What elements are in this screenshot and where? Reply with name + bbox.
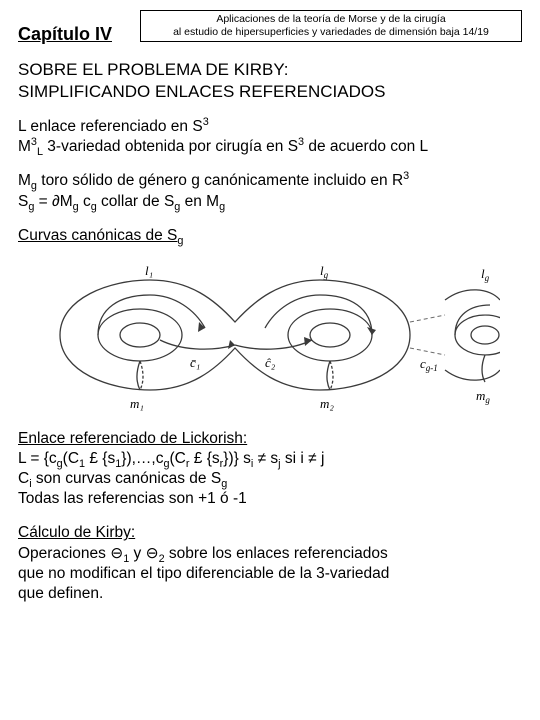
p2-text: en M — [180, 193, 219, 210]
p2-text: collar de S — [97, 193, 175, 210]
paragraph-1: L enlace referenciado en S3 M3L 3-varied… — [18, 117, 522, 157]
lk-text: si i ≠ j — [281, 450, 325, 467]
lk-text: ≠ s — [253, 450, 278, 467]
title-line1: SOBRE EL PROBLEMA DE KIRBY: — [18, 59, 522, 81]
diagram-label-m1: m₁ — [130, 396, 144, 411]
p1-text: de acuerdo con L — [304, 138, 428, 155]
paragraph-2: Mg toro sólido de género g canónicamente… — [18, 171, 522, 211]
diagram-label-l1: l₁ — [145, 263, 153, 278]
diagram-label-mg: mg — [476, 388, 490, 405]
lk-text: son curvas canónicas de S — [32, 470, 222, 487]
torus-diagram: l₁ lg lg c̄₁ ĉ₂ cg-1 m₁ m₂ mg — [40, 260, 500, 415]
kb-text: sobre los enlaces referenciados — [165, 545, 388, 562]
p2-text: toro sólido de género g canónicamente in… — [37, 172, 403, 189]
kb-text: y ⊖ — [129, 545, 158, 562]
lickorish-head: Enlace referenciado de Lickorish: — [18, 430, 247, 447]
kb-text: que definen. — [18, 585, 103, 602]
kirby-head: Cálculo de Kirby: — [18, 524, 135, 541]
diagram-label-c2: ĉ₂ — [265, 355, 276, 370]
lk-text: (C — [170, 450, 186, 467]
lk-text: })} s — [223, 450, 251, 467]
lk-text: (C — [63, 450, 79, 467]
lk-text: }),…,c — [121, 450, 163, 467]
diagram-label-c1: c̄₁ — [190, 355, 200, 370]
curves-heading: Curvas canónicas de Sg — [18, 226, 522, 246]
p1-text: 3-variedad obtenida por cirugía en S — [43, 138, 298, 155]
p1-text: M — [18, 138, 31, 155]
lk-text: Todas las referencias son +1 ó -1 — [18, 490, 247, 507]
diagram-label-cg1: cg-1 — [420, 356, 438, 373]
header-box-line1: Aplicaciones de la teoría de Morse y de … — [147, 13, 515, 26]
kirby-block: Cálculo de Kirby: Operaciones ⊖1 y ⊖2 so… — [18, 523, 522, 604]
kb-text: que no modifican el tipo diferenciable d… — [18, 565, 389, 582]
page-title: SOBRE EL PROBLEMA DE KIRBY: SIMPLIFICAND… — [18, 59, 522, 103]
header-box-line2: al estudio de hipersuperficies y varieda… — [147, 26, 515, 39]
kb-text: Operaciones ⊖ — [18, 545, 123, 562]
header-box: Aplicaciones de la teoría de Morse y de … — [140, 10, 522, 42]
p2-text: c — [79, 193, 91, 210]
curves-label: Curvas canónicas de S — [18, 227, 177, 244]
p1-text: L enlace referenciado en S — [18, 118, 203, 135]
chapter-title: Capítulo IV — [18, 10, 112, 45]
lk-text: £ {s — [85, 450, 115, 467]
p2-text: M — [18, 172, 31, 189]
title-line2: SIMPLIFICANDO ENLACES REFERENCIADOS — [18, 81, 522, 103]
p2-text: S — [18, 193, 28, 210]
p2-text: = ∂M — [34, 193, 72, 210]
lickorish-block: Enlace referenciado de Lickorish: L = {c… — [18, 429, 522, 510]
diagram-label-m2: m₂ — [320, 396, 334, 411]
lk-text: £ {s — [189, 450, 219, 467]
lk-text: C — [18, 470, 29, 487]
diagram-label-lg: lg — [320, 263, 329, 280]
diagram-label-lg2: lg — [481, 266, 490, 283]
lk-text: L = {c — [18, 450, 57, 467]
